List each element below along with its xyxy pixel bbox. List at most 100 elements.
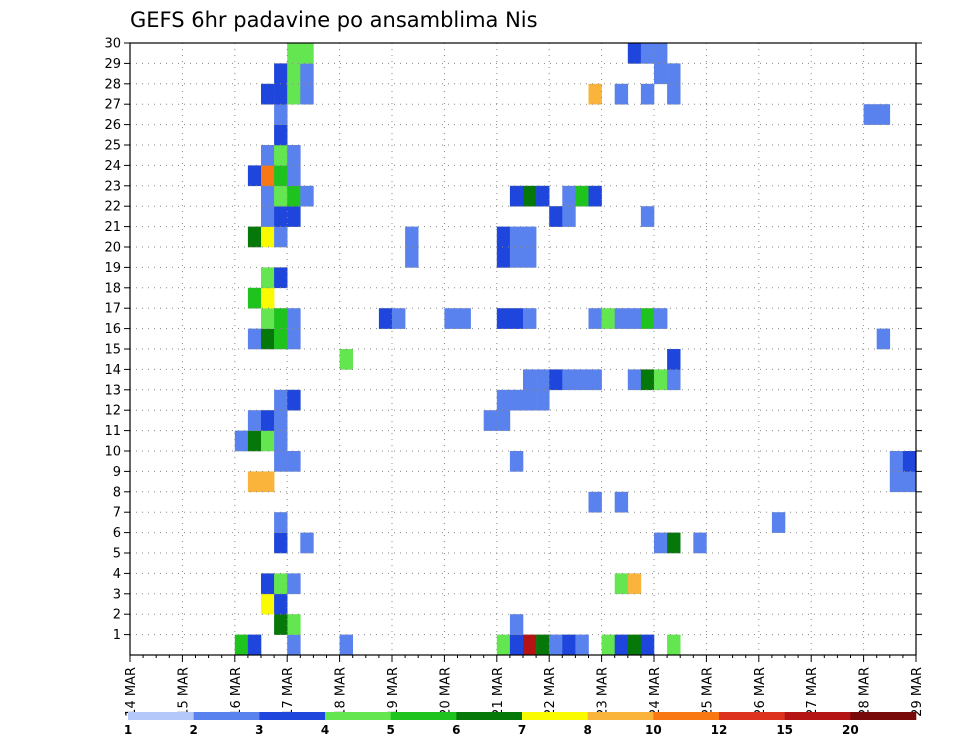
heatmap-cell [536,389,550,411]
heatmap-cell [601,634,615,656]
x-tick-label: 27 MAR [805,667,820,717]
heatmap-cell [654,43,668,64]
colorbar-segment [259,712,326,720]
y-tick-label: 11 [104,424,121,439]
y-tick-label: 20 [104,241,121,256]
heatmap-cell [509,451,524,472]
colorbar-label: 1 [124,723,132,737]
heatmap-cell [667,349,681,370]
y-axis: 1234567891011121314151617181920212223242… [104,37,922,643]
heatmap-cell [287,573,301,595]
heatmap-cell [274,145,288,166]
colorbar-segment [456,712,523,720]
heatmap-cell [496,226,511,248]
colorbar-label: 12 [711,723,728,737]
heatmap-cell [287,634,301,656]
colorbar-segment [128,712,194,720]
heatmap-cell [876,328,891,350]
heatmap-cell [247,471,262,493]
heatmap-cell [274,83,288,105]
y-tick-label: 6 [113,526,121,541]
heatmap-cell [523,634,537,656]
colorbar-segment [522,712,588,720]
heatmap-cell [261,593,275,615]
heatmap-cell [300,43,314,64]
heatmap-cell [614,573,629,595]
heatmap-cell [614,634,629,656]
x-tick-label: 29 MAR [910,667,925,717]
colorbar-segment [653,712,720,720]
y-tick-label: 23 [104,179,121,194]
y-tick-label: 17 [104,302,121,317]
colorbar-segment [390,712,457,720]
heatmap-cell [601,308,615,329]
heatmap-cell [287,83,301,105]
heatmap-cell [588,185,602,207]
colorbar-label: 6 [452,723,460,737]
heatmap-cell [274,614,288,635]
x-tick-label: 16 MAR [229,667,244,717]
heatmap-cell [667,369,681,391]
heatmap-cell [287,328,301,350]
colorbar-label: 2 [189,723,197,737]
x-tick-label: 26 MAR [753,667,768,717]
y-tick-label: 30 [104,37,121,52]
heatmap-cell [523,369,537,391]
x-tick-label: 14 MAR [124,667,139,717]
heatmap-cell [509,308,524,329]
heatmap-cell [247,430,262,452]
heatmap-cell [261,185,275,207]
x-tick-label: 20 MAR [438,667,453,717]
y-tick-label: 16 [104,322,121,337]
y-tick-label: 19 [104,261,121,276]
heatmap-cell [549,634,563,656]
colorbar-label: 4 [321,723,329,737]
x-tick-label: 23 MAR [596,667,611,717]
heatmap-cell [654,308,668,329]
heatmap-cell [627,369,642,391]
heatmap-cell [640,206,655,227]
grid-lines [130,43,916,655]
y-tick-label: 27 [104,98,121,113]
heatmap-cell [274,206,288,227]
heatmap-cell [640,308,655,329]
colorbar-segment [193,712,260,720]
heatmap-cell [902,471,917,493]
y-tick-label: 22 [104,200,121,215]
chart-title: GEFS 6hr padavine po ansamblima Nis [130,8,538,32]
heatmap-cell [654,532,668,554]
colorbar-label: 3 [255,723,263,737]
heatmap-cell [287,206,301,227]
heatmap-cell [667,83,681,105]
heatmap-cell [300,185,314,207]
heatmap-cell [274,593,288,615]
heatmap-cell [876,104,891,125]
heatmap-cell [509,226,524,248]
heatmap-cell [274,512,288,533]
x-tick-label: 28 MAR [858,667,873,717]
heatmap-cell [444,308,458,329]
heatmap-cell [614,308,629,329]
heatmap-cell [667,63,681,85]
heatmap-cell [287,43,301,64]
colorbar-segment [850,712,917,720]
heatmap-cell [261,410,275,431]
heatmap-cell [261,430,275,452]
heatmap-cell [562,369,576,391]
heatmap-cell [261,308,275,329]
heatmap-cell [234,634,249,656]
heatmap-cell [889,451,904,472]
y-tick-label: 14 [104,363,121,378]
heatmap-cell [523,185,537,207]
heatmap-cell [261,145,275,166]
heatmap-cell [287,451,301,472]
heatmap-cell [274,226,288,248]
heatmap-cell [640,43,655,64]
heatmap-cell [496,634,511,656]
colorbar-label: 15 [776,723,793,737]
colorbar: 1 2 3 4 5 6 7 8 10 12 15 20 [124,712,917,737]
colorbar-label: 10 [645,723,662,737]
heatmap-cell [261,328,275,350]
heatmap-cell [549,369,563,391]
heatmap-cell [654,63,668,85]
